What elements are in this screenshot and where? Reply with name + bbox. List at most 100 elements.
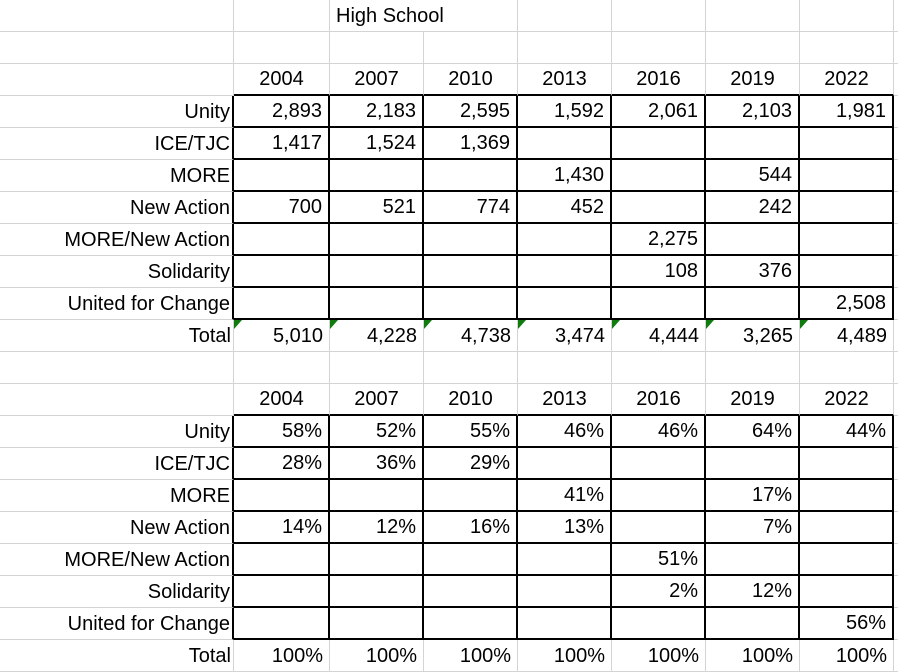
percents-value-cell[interactable] (706, 448, 800, 480)
empty-cell[interactable] (894, 320, 898, 352)
empty-cell[interactable] (894, 96, 898, 128)
counts-value-cell[interactable] (234, 160, 330, 192)
empty-cell[interactable] (0, 352, 234, 384)
percents-value-cell[interactable] (612, 512, 706, 544)
counts-value-cell[interactable] (518, 256, 612, 288)
percents-value-cell[interactable]: 55% (424, 416, 518, 448)
year-header-cell[interactable]: 2007 (330, 384, 424, 416)
total-label-cell[interactable]: Total (0, 640, 234, 672)
counts-value-cell[interactable] (424, 224, 518, 256)
counts-value-cell[interactable]: 700 (234, 192, 330, 224)
row-label-cell[interactable]: Unity (0, 416, 234, 448)
counts-value-cell[interactable] (800, 128, 894, 160)
counts-value-cell[interactable] (234, 288, 330, 320)
empty-cell[interactable] (894, 480, 898, 512)
empty-cell[interactable] (706, 32, 800, 64)
empty-cell[interactable] (894, 32, 898, 64)
empty-cell[interactable] (518, 352, 612, 384)
percents-value-cell[interactable] (234, 544, 330, 576)
counts-value-cell[interactable] (424, 160, 518, 192)
row-label-cell[interactable]: United for Change (0, 608, 234, 640)
percents-value-cell[interactable] (424, 480, 518, 512)
counts-value-cell[interactable]: 774 (424, 192, 518, 224)
empty-cell[interactable] (612, 32, 706, 64)
counts-value-cell[interactable] (800, 160, 894, 192)
percents-value-cell[interactable] (706, 608, 800, 640)
row-label-cell[interactable]: Unity (0, 96, 234, 128)
row-label-cell[interactable]: ICE/TJC (0, 128, 234, 160)
counts-value-cell[interactable]: 521 (330, 192, 424, 224)
counts-value-cell[interactable] (518, 128, 612, 160)
row-label-cell[interactable]: ICE/TJC (0, 448, 234, 480)
percents-value-cell[interactable] (330, 608, 424, 640)
year-header-cell[interactable]: 2022 (800, 64, 894, 96)
percents-value-cell[interactable]: 12% (706, 576, 800, 608)
percents-value-cell[interactable]: 46% (518, 416, 612, 448)
percents-value-cell[interactable] (424, 544, 518, 576)
counts-value-cell[interactable]: 1,369 (424, 128, 518, 160)
percents-value-cell[interactable] (800, 544, 894, 576)
counts-value-cell[interactable]: 2,893 (234, 96, 330, 128)
counts-value-cell[interactable]: 2,183 (330, 96, 424, 128)
empty-cell[interactable] (234, 352, 330, 384)
percents-value-cell[interactable] (800, 512, 894, 544)
row-label-cell[interactable]: MORE/New Action (0, 544, 234, 576)
year-header-cell[interactable]: 2004 (234, 384, 330, 416)
percents-value-cell[interactable]: 58% (234, 416, 330, 448)
row-label-cell[interactable]: Solidarity (0, 256, 234, 288)
counts-value-cell[interactable] (330, 256, 424, 288)
counts-total-cell[interactable]: 3,474 (518, 320, 612, 352)
empty-cell[interactable] (0, 384, 234, 416)
empty-cell[interactable] (894, 192, 898, 224)
counts-value-cell[interactable]: 376 (706, 256, 800, 288)
percents-value-cell[interactable] (330, 544, 424, 576)
empty-cell[interactable] (894, 608, 898, 640)
year-header-cell[interactable]: 2013 (518, 64, 612, 96)
percents-value-cell[interactable] (330, 576, 424, 608)
percents-value-cell[interactable] (706, 544, 800, 576)
counts-value-cell[interactable]: 544 (706, 160, 800, 192)
empty-cell[interactable] (330, 32, 424, 64)
counts-value-cell[interactable] (518, 224, 612, 256)
empty-cell[interactable] (518, 0, 612, 32)
counts-value-cell[interactable]: 2,061 (612, 96, 706, 128)
year-header-cell[interactable]: 2010 (424, 64, 518, 96)
empty-cell[interactable] (894, 640, 898, 672)
empty-cell[interactable] (706, 0, 800, 32)
empty-cell[interactable] (0, 64, 234, 96)
row-label-cell[interactable]: MORE (0, 480, 234, 512)
percents-value-cell[interactable]: 29% (424, 448, 518, 480)
percents-value-cell[interactable] (800, 448, 894, 480)
percents-total-cell[interactable]: 100% (234, 640, 330, 672)
empty-cell[interactable] (894, 224, 898, 256)
percents-value-cell[interactable] (234, 480, 330, 512)
year-header-cell[interactable]: 2022 (800, 384, 894, 416)
empty-cell[interactable] (894, 64, 898, 96)
empty-cell[interactable] (894, 128, 898, 160)
empty-cell[interactable] (894, 256, 898, 288)
percents-value-cell[interactable]: 7% (706, 512, 800, 544)
counts-value-cell[interactable]: 2,595 (424, 96, 518, 128)
empty-cell[interactable] (612, 0, 706, 32)
empty-cell[interactable] (800, 352, 894, 384)
empty-cell[interactable] (894, 0, 898, 32)
row-label-cell[interactable]: New Action (0, 192, 234, 224)
row-label-cell[interactable]: New Action (0, 512, 234, 544)
counts-value-cell[interactable] (612, 192, 706, 224)
empty-cell[interactable] (518, 32, 612, 64)
counts-value-cell[interactable]: 1,417 (234, 128, 330, 160)
percents-value-cell[interactable] (518, 448, 612, 480)
empty-cell[interactable] (894, 416, 898, 448)
counts-total-cell[interactable]: 3,265 (706, 320, 800, 352)
counts-total-cell[interactable]: 4,738 (424, 320, 518, 352)
counts-total-cell[interactable]: 4,489 (800, 320, 894, 352)
percents-value-cell[interactable]: 17% (706, 480, 800, 512)
counts-value-cell[interactable]: 2,508 (800, 288, 894, 320)
percents-value-cell[interactable]: 56% (800, 608, 894, 640)
total-label-cell[interactable]: Total (0, 320, 234, 352)
counts-value-cell[interactable]: 452 (518, 192, 612, 224)
empty-cell[interactable] (800, 0, 894, 32)
empty-cell[interactable] (894, 544, 898, 576)
counts-value-cell[interactable] (518, 288, 612, 320)
row-label-cell[interactable]: MORE (0, 160, 234, 192)
